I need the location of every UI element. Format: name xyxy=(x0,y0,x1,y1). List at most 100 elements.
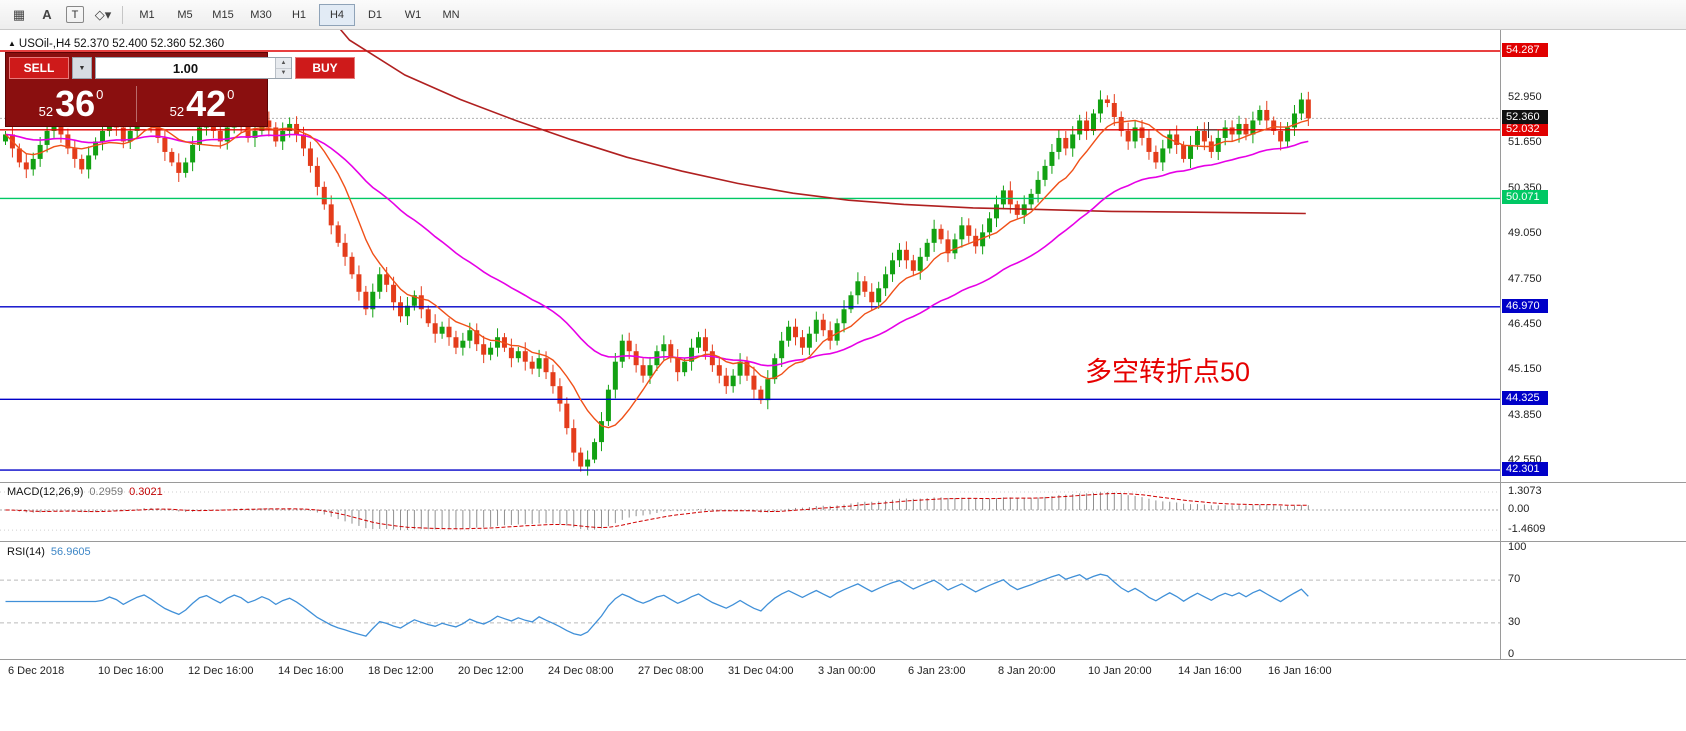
price-line-badge: 54.287 xyxy=(1502,43,1548,57)
time-axis[interactable]: 6 Dec 2018 10 Dec 16:00 12 Dec 16:00 14 Dec… xyxy=(0,659,1686,685)
volume-spinner: ▲ ▼ xyxy=(275,58,291,78)
rsi-indicator-label: RSI(14) 56.9605 xyxy=(7,546,91,558)
macd-axis[interactable]: 1.3073 0.00 -1.4609 xyxy=(1501,483,1686,541)
sell-price-handle: 52 xyxy=(38,104,54,119)
time-label: 20 Dec 12:00 xyxy=(458,665,524,677)
time-label: 8 Jan 20:00 xyxy=(998,665,1056,677)
slow-ma-line xyxy=(5,133,1309,367)
volume-increase-button[interactable]: ▲ xyxy=(276,58,291,69)
sell-price-point: 0 xyxy=(96,87,104,102)
timeframe-m15[interactable]: M15 xyxy=(212,8,234,21)
trade-panel-prices: 52 36 0 52 42 0 xyxy=(6,82,267,126)
price-axis[interactable]: 52.950 51.650 50.350 49.050 47.750 46.450 45.1… xyxy=(1501,30,1686,482)
rsi-tick-label: 70 xyxy=(1508,573,1521,586)
price-tick-label: 47.750 xyxy=(1508,272,1542,285)
rsi-panel[interactable] xyxy=(0,542,1500,659)
time-label: 16 Jan 16:00 xyxy=(1268,665,1332,677)
price-line-badge: 52.032 xyxy=(1502,121,1548,136)
timeframe-m1[interactable]: M1 xyxy=(139,8,155,21)
rsi-axis[interactable]: 100 70 30 0 xyxy=(1501,541,1686,660)
rsi-tick-label: 100 xyxy=(1508,541,1527,553)
volume-field: ▲ ▼ xyxy=(95,57,292,79)
panel-divider xyxy=(0,659,1686,660)
price-axis-border xyxy=(1500,30,1501,659)
crosshair-grid-icon[interactable]: ▦ xyxy=(12,6,26,22)
timeframe-h1[interactable]: H1 xyxy=(291,8,307,21)
macd-main-value: 0.2959 xyxy=(89,486,124,498)
time-label: 12 Dec 16:00 xyxy=(188,665,254,677)
fast-ma-line xyxy=(5,119,1309,429)
buy-price-point: 0 xyxy=(227,87,235,102)
price-chart[interactable] xyxy=(0,30,1500,482)
time-label: 27 Dec 08:00 xyxy=(638,665,704,677)
timeframe-h4[interactable]: H4 xyxy=(319,3,355,26)
sell-price-pips: 36 xyxy=(55,83,96,124)
time-label: 31 Dec 04:00 xyxy=(728,665,794,677)
buy-button[interactable]: BUY xyxy=(295,57,355,79)
time-label: 24 Dec 08:00 xyxy=(548,665,614,677)
time-label: 10 Jan 20:00 xyxy=(1088,665,1152,677)
buy-price-handle: 52 xyxy=(169,104,185,119)
price-tick-label: 43.850 xyxy=(1508,408,1542,421)
price-line-badge: 50.071 xyxy=(1502,190,1548,205)
symbol-triangle-icon: ▲ xyxy=(8,39,16,48)
text-box-icon[interactable]: T xyxy=(66,6,84,23)
rsi-tick-label: 30 xyxy=(1508,615,1521,628)
rsi-tick-label: 0 xyxy=(1508,648,1515,660)
price-tick-label: 46.450 xyxy=(1508,317,1542,330)
price-tick-label: 45.150 xyxy=(1508,363,1542,376)
time-label: 10 Dec 16:00 xyxy=(98,665,164,677)
price-tick-label: 52.950 xyxy=(1508,90,1542,103)
volume-decrease-button[interactable]: ▼ xyxy=(276,68,291,78)
shapes-icon[interactable]: ◇▾ xyxy=(94,6,112,22)
volume-input[interactable] xyxy=(96,58,275,78)
symbol-ohlc-text: USOil-,H4 52.370 52.400 52.360 52.360 xyxy=(18,38,225,50)
time-label: 14 Jan 16:00 xyxy=(1178,665,1242,677)
price-line-badge: 44.325 xyxy=(1502,391,1548,406)
macd-tick-label: 0.00 xyxy=(1508,503,1530,515)
current-price-badge: 52.360 xyxy=(1502,110,1548,125)
rsi-value: 56.9605 xyxy=(50,546,91,558)
time-label: 6 Jan 23:00 xyxy=(908,665,966,677)
chart-annotation-text: 多空转折点50 xyxy=(1085,357,1251,387)
rsi-name: RSI(14) xyxy=(7,546,45,558)
time-label: 3 Jan 00:00 xyxy=(818,665,876,677)
macd-indicator-label: MACD(12,26,9) 0.2959 0.3021 xyxy=(7,486,163,498)
timeframe-d1[interactable]: D1 xyxy=(367,8,383,21)
macd-signal-value: 0.3021 xyxy=(129,486,163,498)
price-divider xyxy=(136,86,137,122)
timeframe-mn[interactable]: MN xyxy=(442,8,460,21)
rsi-line xyxy=(5,573,1309,637)
drawing-tools-group: ▦ A T ◇▾ xyxy=(6,3,116,27)
price-line-badge: 46.970 xyxy=(1502,298,1548,313)
text-label-icon[interactable]: A xyxy=(42,7,52,22)
macd-name: MACD(12,26,9) xyxy=(7,486,84,498)
trade-panel-controls: SELL ▼ ▲ ▼ BUY xyxy=(6,53,355,82)
timeframe-w1[interactable]: W1 xyxy=(404,8,422,21)
time-label: 14 Dec 16:00 xyxy=(278,665,344,677)
buy-price-pips: 42 xyxy=(186,83,227,124)
time-label: 18 Dec 12:00 xyxy=(368,665,434,677)
sell-button[interactable]: SELL xyxy=(9,57,69,79)
panel-divider[interactable] xyxy=(0,482,1686,483)
macd-tick-label: -1.4609 xyxy=(1508,523,1546,536)
volume-dropdown-button[interactable]: ▼ xyxy=(72,57,92,79)
timeframe-group: M1 M5 M15 M30 H1 H4 D1 W1 MN xyxy=(129,3,469,26)
panel-divider[interactable] xyxy=(0,541,1686,542)
price-line-badge: 42.301 xyxy=(1502,462,1548,477)
toolbar: ▦ A T ◇▾ M1 M5 M15 M30 H1 H4 D1 W1 MN xyxy=(0,0,1686,30)
price-tick-label: 49.050 xyxy=(1508,227,1542,240)
toolbar-separator xyxy=(122,5,123,24)
symbol-header: ▲ USOil-,H4 52.370 52.400 52.360 52.360 xyxy=(8,38,224,50)
sell-price-display[interactable]: 52 36 0 xyxy=(6,82,136,126)
time-label: 6 Dec 2018 xyxy=(8,665,65,677)
chart-area: 52.950 51.650 50.350 49.050 47.750 46.450 45.1… xyxy=(0,30,1686,731)
buy-price-display[interactable]: 52 42 0 xyxy=(137,82,267,126)
timeframe-m30[interactable]: M30 xyxy=(250,8,272,21)
price-tick-label: 51.650 xyxy=(1508,136,1542,149)
timeframe-m5[interactable]: M5 xyxy=(177,8,193,21)
macd-panel[interactable] xyxy=(0,483,1500,541)
candlestick-series xyxy=(3,90,1311,476)
